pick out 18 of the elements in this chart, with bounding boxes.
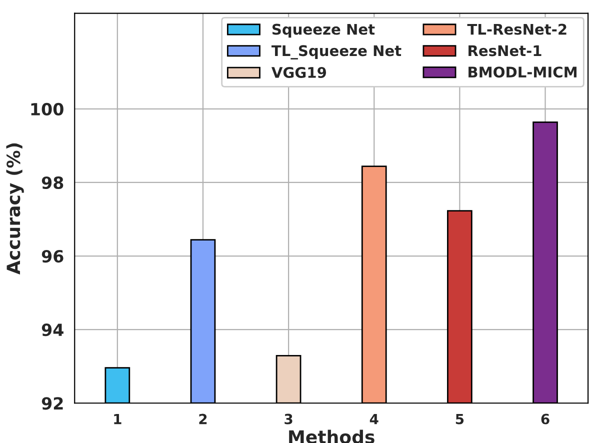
legend-label: TL_Squeeze Net (271, 45, 402, 60)
y-tick-label: 98 (42, 176, 64, 190)
x-tick-label: 5 (456, 414, 464, 424)
legend-label: BMODL-MICM (468, 66, 576, 78)
legend-label: TL-ResNet-2 (467, 24, 566, 35)
x-tick-label: 6 (541, 414, 550, 424)
x-tick-label: 2 (199, 414, 207, 424)
legend-label: Squeeze Net (272, 24, 375, 38)
legend-label: ResNet-1 (468, 45, 542, 56)
y-tick-label: 100 (31, 102, 64, 116)
y-tick-label: 94 (42, 324, 64, 336)
y-tick-label: 92 (42, 397, 63, 410)
x-tick-label: 4 (370, 414, 378, 424)
y-axis-title: Accuracy (%) (6, 143, 24, 274)
y-tick-label: 96 (42, 250, 64, 263)
legend-label: VGG19 (271, 66, 326, 78)
x-tick-label: 3 (284, 414, 292, 424)
x-tick-label: 1 (114, 414, 122, 424)
